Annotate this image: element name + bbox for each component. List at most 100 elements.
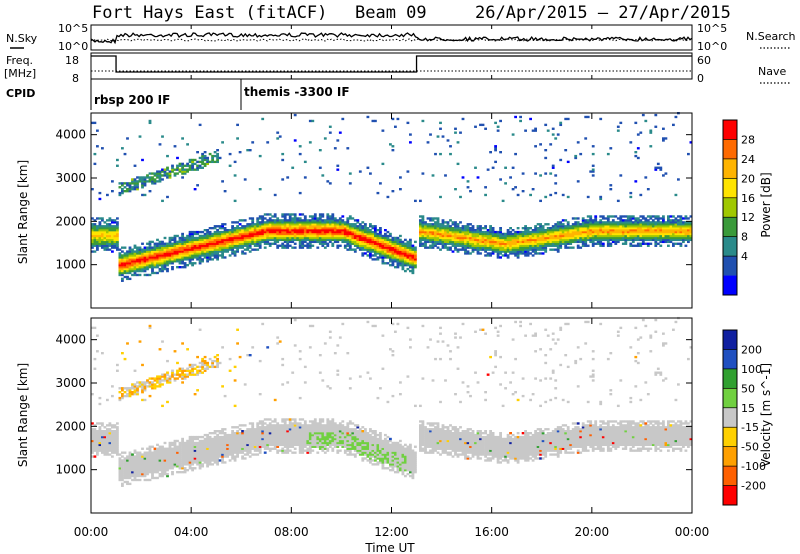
power-cell [436,242,440,245]
power-cell [308,119,312,123]
velocity-cell [226,447,229,450]
power-cell [496,252,500,255]
power-cell [619,227,623,230]
velocity-cell [208,455,212,458]
power-cell [544,240,548,244]
velocity-cell [103,430,107,433]
power-cell [186,256,189,259]
velocity-cell [223,445,227,448]
power-cell [306,236,310,240]
velocity-cell [128,469,132,472]
power-cell [631,244,635,247]
power-cell [126,267,129,271]
power-cell [534,129,537,132]
power-cell [308,227,312,230]
power-cell [206,248,209,251]
power-cell [571,217,575,220]
power-cell [348,230,352,234]
power-cell [524,244,527,247]
power-cell [564,238,568,242]
power-cell [198,236,202,240]
power-cell [614,234,618,238]
power-cell [183,172,187,175]
power-cell [576,234,580,238]
power-cell [306,242,310,245]
power-cell [469,234,472,238]
power-cell [384,244,387,247]
power-cell [326,213,330,216]
velocity-cell [118,459,122,462]
power-cell [268,223,272,226]
power-cell [161,256,164,259]
power-cell [196,164,199,167]
power-cell [276,230,280,234]
power-cell [241,246,244,249]
velocity-cell [136,459,139,462]
power-cell [201,250,204,253]
power-cell [424,225,427,228]
velocity-cell [218,432,222,435]
power-cell [346,230,350,234]
power-cell [641,232,645,236]
power-cell [646,234,650,238]
power-cell [176,242,179,245]
power-cell [106,240,109,244]
velocity-cell [148,457,152,460]
power-cell [386,234,390,238]
nsky-tick-top: 10^5 [58,22,88,35]
velocity-cell [228,443,232,447]
power-cell [288,244,292,247]
velocity-cell [101,430,104,433]
power-cell [123,190,127,193]
power-cell [436,225,440,228]
power-cell [626,232,630,236]
power-cell [489,232,492,236]
velocity-cell [176,451,179,454]
power-cell [201,154,204,158]
power-cell [456,227,460,230]
power-cell [364,223,367,226]
power-cell [374,229,377,232]
power-cell [336,234,340,238]
power-cell [551,127,555,130]
power-cell [231,250,234,253]
power-cell [126,277,129,281]
power-cell [629,225,633,228]
power-cell [664,230,668,234]
power-cell [118,182,122,185]
power-cell [521,227,525,230]
power-cell [662,219,665,222]
power-cell [682,227,685,230]
power-cell [414,252,417,255]
power-cell [641,230,645,234]
power-cell [464,244,467,247]
velocity-cell [178,367,182,370]
power-cell [261,240,265,244]
power-cell [346,227,350,230]
power-cell [616,125,620,128]
power-cell [196,256,199,259]
power-cell [313,238,317,242]
power-cell [484,240,487,244]
power-cell [301,232,305,236]
power-cell [111,246,114,249]
power-cell [168,176,172,179]
power-cell [449,240,452,244]
power-cell [599,230,603,234]
power-cell [419,199,422,203]
power-cell [529,230,532,234]
power-cell [376,250,380,253]
power-cell [386,256,390,259]
power-cell [178,238,182,242]
power-cell [611,240,615,244]
velocity-cell [126,455,129,458]
velocity-cell [153,467,157,470]
power-cell [616,229,620,232]
power-cell [183,170,187,173]
power-cell [672,236,675,240]
velocity-cell [91,439,94,443]
power-cell [306,223,310,226]
power-cell [131,262,134,265]
power-cell [236,244,239,247]
power-cell [208,252,212,255]
